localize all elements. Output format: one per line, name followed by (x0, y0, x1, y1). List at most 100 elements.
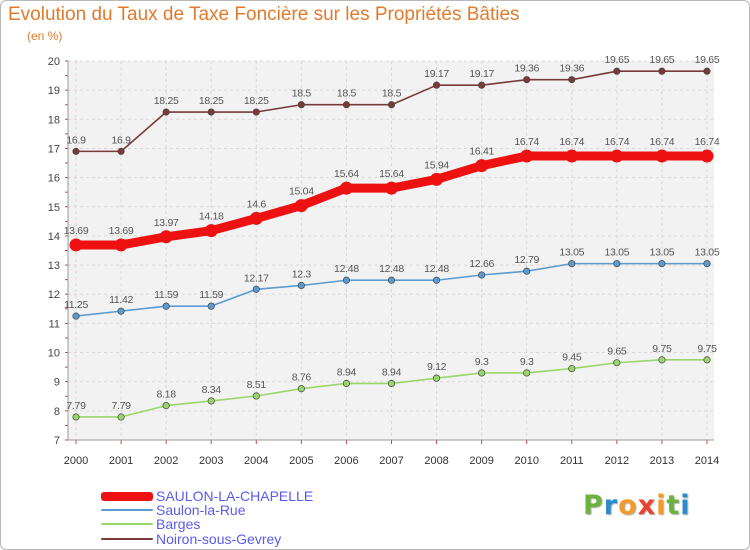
data-label: 19.65 (604, 54, 629, 66)
data-point (114, 238, 128, 252)
data-point (297, 385, 305, 393)
data-label: 9.3 (475, 356, 489, 368)
data-point (387, 101, 396, 109)
data-label: 15.64 (379, 168, 404, 180)
y-tick-label: 7 (54, 435, 60, 447)
x-tick-label: 2003 (199, 455, 223, 467)
data-label: 12.3 (292, 268, 312, 280)
data-label: 13.05 (650, 247, 675, 259)
data-point (658, 67, 666, 75)
data-label: 7.79 (111, 400, 131, 412)
data-point (342, 276, 350, 284)
data-label: 9.3 (520, 356, 534, 368)
data-point (703, 356, 711, 364)
series-saulon-la-rue (72, 260, 711, 320)
data-point (613, 67, 621, 75)
data-point (568, 365, 576, 373)
legend-label: SAULON-LA-CHAPELLE (156, 488, 314, 504)
x-tick-label: 2011 (560, 455, 584, 467)
x-tick-label: 2013 (650, 455, 674, 467)
y-tick-label: 18 (48, 114, 60, 126)
data-point (703, 260, 711, 268)
data-point (297, 281, 305, 290)
data-label: 13.69 (64, 225, 89, 237)
data-point (430, 172, 444, 186)
data-label: 12.17 (244, 272, 269, 284)
x-tick-label: 2010 (514, 455, 538, 467)
data-point (342, 101, 350, 109)
data-point (252, 392, 260, 400)
data-point (523, 76, 531, 84)
legend-label: Noiron-sous-Gevrey (156, 531, 282, 547)
x-tick-label: 2006 (334, 455, 358, 467)
series-barges (72, 356, 711, 421)
data-point (294, 199, 308, 213)
data-label: 13.97 (154, 217, 179, 229)
chart-subtitle: (en %) (27, 29, 63, 43)
x-tick-label: 2014 (695, 455, 719, 467)
legend-label: Saulon-la-Rue (156, 502, 246, 518)
data-point (249, 211, 263, 225)
data-point (565, 149, 579, 163)
data-label: 12.48 (334, 263, 359, 275)
data-label: 12.79 (514, 254, 539, 266)
data-label: 9.75 (697, 343, 717, 355)
data-label: 9.75 (652, 343, 672, 355)
data-label: 11.59 (154, 289, 178, 301)
data-label: 16.41 (469, 146, 494, 158)
x-tick-label: 2012 (605, 455, 629, 467)
data-label-layer: 13.69 13.69 13.97 14.18 14.6 15.04 15.64 15.64 1… (64, 54, 721, 412)
data-point (523, 369, 531, 377)
series-saulon-la-chapelle (69, 149, 714, 252)
data-label: 12.48 (379, 263, 404, 275)
grid-layer (68, 60, 714, 441)
data-point (117, 307, 125, 315)
data-point (610, 149, 624, 163)
data-point (520, 149, 534, 163)
data-label: 15.64 (334, 168, 359, 180)
data-point (204, 224, 218, 238)
logo-letter: r (603, 490, 619, 521)
data-label: 18.5 (382, 88, 402, 100)
data-point (159, 230, 173, 244)
data-label: 13.05 (559, 247, 584, 259)
data-label: 12.66 (469, 258, 494, 270)
x-tick-label: 2002 (154, 455, 178, 467)
data-point (72, 147, 80, 155)
legend-item: SAULON-LA-CHAPELLE (101, 488, 313, 504)
data-label: 18.25 (244, 95, 269, 107)
data-point (117, 413, 125, 421)
data-point (478, 271, 486, 279)
data-label: 16.74 (650, 136, 675, 148)
logo-letter: i (680, 490, 691, 521)
y-tick-label: 12 (48, 289, 60, 301)
y-tick-label: 20 (48, 56, 60, 68)
data-point (162, 108, 170, 116)
data-point (69, 238, 83, 252)
legend-swatch (101, 509, 153, 511)
data-point (568, 260, 576, 268)
legend-item: Saulon-la-Rue (101, 502, 246, 518)
data-label: 9.12 (427, 361, 447, 373)
data-label: 7.79 (66, 400, 86, 412)
data-label: 14.6 (247, 198, 267, 210)
plot-background (68, 61, 714, 440)
data-point (523, 267, 531, 275)
data-label: 8.34 (202, 384, 222, 396)
legend-swatch (101, 491, 153, 501)
series-noiron-sous-gevrey (72, 67, 711, 155)
data-point (478, 81, 486, 89)
legend-item: Barges (101, 516, 200, 532)
x-tick-label: 2009 (469, 455, 493, 467)
data-point (387, 276, 396, 284)
x-tick-label: 2008 (424, 455, 448, 467)
logo-letter: o (618, 490, 638, 521)
logo-letter: i (656, 490, 667, 521)
y-tick-label: 10 (48, 348, 60, 360)
y-tick-label: 15 (48, 202, 60, 214)
data-label: 12.48 (424, 263, 449, 275)
data-point (613, 260, 621, 268)
data-label: 18.25 (154, 95, 179, 107)
data-label: 16.74 (559, 136, 584, 148)
data-label: 19.36 (559, 63, 584, 75)
